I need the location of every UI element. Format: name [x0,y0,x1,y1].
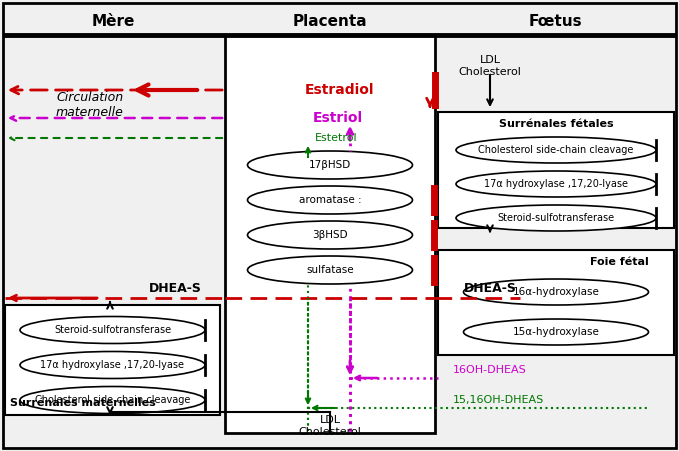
Text: Surrénales maternelles: Surrénales maternelles [10,398,155,408]
Text: aromatase :: aromatase : [299,195,361,205]
Text: 3βHSD: 3βHSD [312,230,348,240]
Text: LDL
Cholesterol: LDL Cholesterol [299,415,361,437]
Ellipse shape [456,171,656,197]
Text: Fœtus: Fœtus [528,14,582,29]
Text: Placenta: Placenta [293,14,367,29]
Text: sulfatase: sulfatase [306,265,354,275]
Bar [225,35,435,433]
Bar [438,250,674,355]
Ellipse shape [464,279,648,305]
Text: Cholesterol side-chain cleavage: Cholesterol side-chain cleavage [35,395,190,405]
Ellipse shape [456,205,656,231]
Text: 17α hydroxylase ,17,20-lyase: 17α hydroxylase ,17,20-lyase [41,360,185,370]
Text: 15α-hydroxylase: 15α-hydroxylase [513,327,600,337]
Ellipse shape [248,221,413,249]
Ellipse shape [464,319,648,345]
Text: 15,16OH-DHEAS: 15,16OH-DHEAS [453,395,545,405]
Ellipse shape [248,151,413,179]
Text: LDL
Cholesterol: LDL Cholesterol [458,55,521,77]
Bar [5,305,220,415]
Text: DHEA-S: DHEA-S [464,281,517,295]
Ellipse shape [20,351,205,378]
Text: 17α hydroxylase ,17,20-lyase: 17α hydroxylase ,17,20-lyase [484,179,628,189]
Text: Steroid-sulfotransferase: Steroid-sulfotransferase [54,325,171,335]
Ellipse shape [248,186,413,214]
Ellipse shape [248,256,413,284]
Ellipse shape [20,317,205,344]
Text: Mère: Mère [91,14,134,29]
Text: Estetrol: Estetrol [315,133,358,143]
Ellipse shape [20,387,205,414]
Text: 16α-hydroxylase: 16α-hydroxylase [513,287,600,297]
Ellipse shape [456,137,656,163]
Text: Foie fétal: Foie fétal [589,257,648,267]
Text: Circulation
maternelle: Circulation maternelle [56,91,124,119]
Text: Steroid-sulfotransferase: Steroid-sulfotransferase [498,213,614,223]
Text: Estriol: Estriol [313,111,363,125]
Text: DHEA-S: DHEA-S [149,281,202,295]
Text: 16OH-DHEAS: 16OH-DHEAS [453,365,527,375]
Text: 17βHSD: 17βHSD [309,160,351,170]
Text: Estradiol: Estradiol [306,83,375,97]
Text: Cholesterol side-chain cleavage: Cholesterol side-chain cleavage [478,145,634,155]
Text: Surrénales fétales: Surrénales fétales [498,119,613,129]
Bar [438,112,674,228]
